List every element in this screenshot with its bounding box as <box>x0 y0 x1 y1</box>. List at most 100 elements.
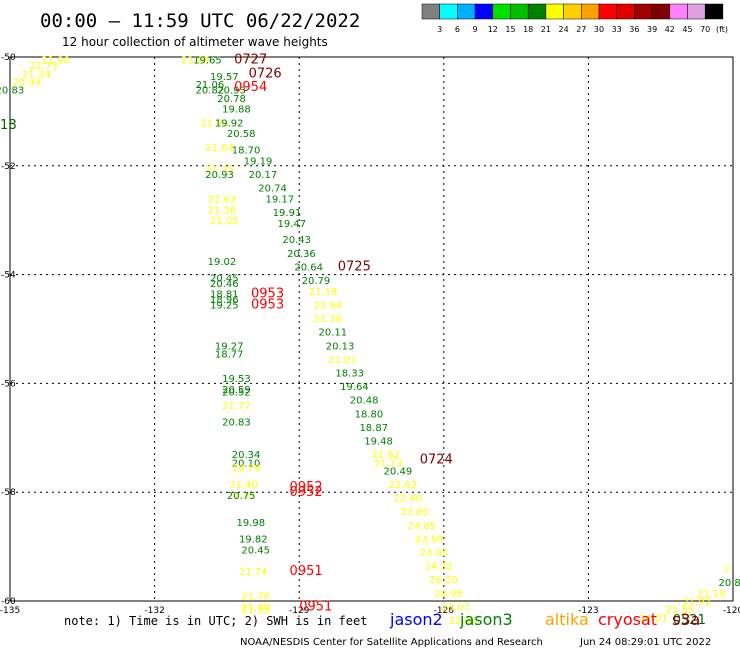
wave-height-label: 20.49 <box>384 466 413 477</box>
colorbar-swatch <box>545 3 564 20</box>
colorbar-tick-label: 45 <box>682 25 692 34</box>
wave-height-label: 21.16 <box>314 314 343 325</box>
colorbar-swatch <box>563 3 582 20</box>
wave-height-label: 20.46 <box>210 279 239 290</box>
wave-height-label: 21.90 <box>41 56 70 67</box>
wave-height-label: 20.93 <box>217 86 246 97</box>
wave-height-label: 20.17 <box>249 170 278 181</box>
wave-height-label: 18.33 <box>335 369 364 380</box>
time-label: 0726 <box>249 66 282 81</box>
time-label: 0718 <box>0 118 17 133</box>
x-tick-label: -126 <box>434 606 455 616</box>
time-label: 0951 <box>290 564 323 579</box>
wave-height-label: 21.34 <box>22 69 51 80</box>
colorbar-swatch <box>421 3 440 20</box>
wave-height-label: 20.36 <box>287 249 316 260</box>
wave-height-label: 20.34 <box>232 450 261 461</box>
colorbar-swatch <box>474 3 494 20</box>
legend-entry-cryosat: cryosat <box>598 610 657 629</box>
x-tick-label: -120 <box>723 606 740 616</box>
colorbar-swatch <box>439 3 458 20</box>
colorbar-swatch <box>457 3 476 20</box>
colorbar-swatch <box>651 3 671 20</box>
colorbar-swatch <box>669 3 688 20</box>
wave-height-label: 21.73 <box>374 458 403 469</box>
wave-height-label: 19.19 <box>244 156 273 167</box>
wave-height-label: 21.65 <box>181 56 210 67</box>
colorbar-tick-label: 24 <box>559 25 569 34</box>
wave-height-label: 23.80 <box>400 507 429 518</box>
colorbar: 3 6 9 12 15 18 21 24 27 30 33 36 39 42 45 70 <box>421 3 724 34</box>
y-tick-label: -56 <box>1 379 16 389</box>
wave-height-label: 20.11 <box>318 328 347 339</box>
wave-height-label: 21.92 <box>682 597 711 608</box>
time-label: 0725 <box>338 259 371 274</box>
wave-height-label: 20.74 <box>258 184 287 195</box>
wave-height-label: 20.45 <box>241 545 270 556</box>
colorbar-tick-label: 18 <box>523 25 533 34</box>
wave-height-label: 22.40 <box>449 616 478 627</box>
wave-height-label: 21.55 <box>666 605 695 616</box>
chart-title: 00:00 — 11:59 UTC 06/22/2022 <box>40 10 360 32</box>
colorbar-tick-label: 21 <box>541 25 551 34</box>
wave-height-label: 21.76 <box>241 592 270 603</box>
wave-height-label: 18.81 <box>210 290 239 301</box>
colorbar-tick-label: 42 <box>665 25 675 34</box>
wave-height-label: 18.77 <box>215 349 244 360</box>
wave-height-label: 21.38 <box>208 205 237 216</box>
time-label: 0727 <box>234 53 267 68</box>
wave-height-label: 20.79 <box>302 276 331 287</box>
x-tick-label: -132 <box>144 606 164 616</box>
y-tick-label: -50 <box>1 53 16 63</box>
wave-height-label: 19.92 <box>215 118 244 129</box>
wave-height-label: 21.05 <box>210 216 239 227</box>
y-tick-label: -58 <box>1 488 16 498</box>
wave-height-label: 21.19 <box>697 589 726 600</box>
time-label: 0953 <box>251 287 284 302</box>
wave-height-label: 20.83 <box>0 86 24 97</box>
wave-height-label: 18.80 <box>355 409 384 420</box>
colorbar-swatch <box>687 3 706 20</box>
wave-height-label: 22.94 <box>314 301 343 312</box>
wave-height-label: 19.88 <box>222 105 251 116</box>
wave-height-label: 19.02 <box>208 257 237 268</box>
legend-entry-altika: altika <box>545 610 589 629</box>
colorbar-tick-label: 30 <box>594 25 604 34</box>
wave-height-label: 21.33 <box>227 491 256 502</box>
time-label: 0953 <box>251 298 284 313</box>
wave-height-label: 19.64 <box>340 382 369 393</box>
wave-height-label: 21.35 <box>241 605 270 616</box>
colorbar-swatch <box>527 3 547 20</box>
wave-height-label: 21.62 <box>372 450 401 461</box>
time-label: 0951 <box>299 599 332 614</box>
colorbar-swatch <box>704 3 724 20</box>
wave-height-label: 23.93 <box>420 548 449 559</box>
wave-height-label: 20.82 <box>196 86 225 97</box>
colorbar-tick-label: 33 <box>612 25 622 34</box>
colorbar-unit: (ft) <box>716 25 728 34</box>
wave-height-label: 21.40 <box>229 480 258 491</box>
colorbar-swatch <box>598 3 617 20</box>
chart-subtitle: 12 hour collection of altimeter wave hei… <box>62 35 328 49</box>
wave-height-label: 18.70 <box>232 145 261 156</box>
plot-area: -135 -132 -129 -126 -123 -120 -50 -52 -54 -56 -58 -… <box>0 53 740 628</box>
colorbar-tick-label: 6 <box>455 25 460 34</box>
wave-height-label: 19.27 <box>215 341 244 352</box>
wave-height-label: 19.91 <box>273 208 302 219</box>
satellite-legend: jason2 jason3 altika cryosat s3a <box>389 610 700 629</box>
wave-height-label: 19.47 <box>278 219 307 230</box>
colorbar-tick-label: 12 <box>488 25 498 34</box>
wave-height-label: 21.73 <box>29 61 58 72</box>
legend-entry-s3a: s3a <box>672 610 700 629</box>
wave-height-label: 20.44 <box>12 77 41 88</box>
wave-height-label: 19.48 <box>364 437 393 448</box>
y-tick-label: -52 <box>1 162 16 172</box>
time-label: 0724 <box>420 453 453 468</box>
wave-height-label: 21.74 <box>239 567 268 578</box>
colorbar-swatch <box>510 3 529 20</box>
wave-height-label: 18.96 <box>210 295 239 306</box>
y-tick-label: -60 <box>1 597 16 607</box>
x-tick-label: -129 <box>289 606 310 616</box>
wave-height-label: 21.18 <box>309 287 338 298</box>
colorbar-swatch <box>581 3 600 20</box>
